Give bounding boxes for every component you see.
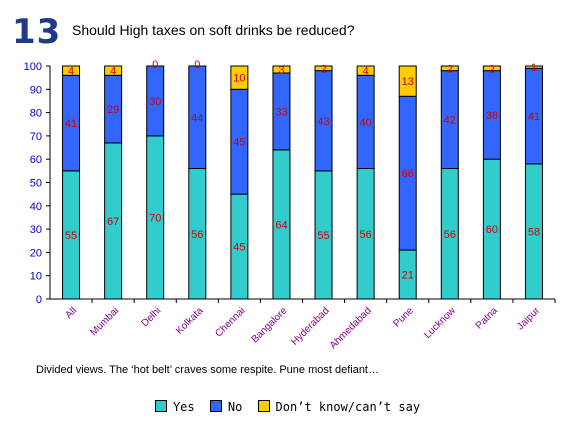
bar-value-label: 64 bbox=[275, 219, 287, 231]
bar-value-label: 2 bbox=[489, 63, 495, 75]
y-tick-label: 60 bbox=[30, 154, 42, 166]
bar-segment bbox=[62, 65, 81, 76]
x-tick-label: Chennai bbox=[213, 305, 247, 339]
x-tick-label: Jaipur bbox=[515, 305, 543, 333]
chart-legend: Yes No Don’t know/can’t say bbox=[0, 399, 575, 415]
bar-value-label: 56 bbox=[191, 229, 203, 241]
bar-value-label: 2 bbox=[320, 63, 326, 75]
y-tick-label: 30 bbox=[30, 224, 42, 236]
y-tick-label: 0 bbox=[36, 294, 42, 306]
bar-value-label: 45 bbox=[233, 242, 245, 254]
y-tick-label: 40 bbox=[30, 201, 42, 213]
bar-value-label: 33 bbox=[275, 106, 287, 118]
bar-value-label: 44 bbox=[191, 112, 203, 124]
bar-value-label: 41 bbox=[65, 118, 77, 130]
bar-value-label: 4 bbox=[68, 66, 74, 78]
y-tick-label: 80 bbox=[30, 108, 42, 120]
question-number: 13 bbox=[12, 12, 62, 52]
bar-value-label: 40 bbox=[360, 117, 372, 129]
bar-value-label: 42 bbox=[444, 115, 456, 127]
bar-segment bbox=[440, 65, 459, 72]
bar-value-label: 10 bbox=[233, 73, 245, 85]
bar-segment bbox=[104, 65, 123, 76]
bar-value-label: 21 bbox=[402, 270, 414, 282]
x-tick-label: Lucknow bbox=[422, 305, 458, 341]
chart-header: 13 Should High taxes on soft drinks be r… bbox=[12, 12, 562, 52]
bar-value-label: 58 bbox=[528, 226, 540, 238]
bar-value-label: 60 bbox=[486, 224, 498, 236]
bar-value-label: 30 bbox=[149, 96, 161, 108]
bar-segment bbox=[230, 65, 249, 90]
bar-value-label: 45 bbox=[233, 137, 245, 149]
bar-value-label: 56 bbox=[444, 229, 456, 241]
legend-label-dont-know: Don’t know/can’t say bbox=[275, 400, 421, 414]
bar-segment bbox=[272, 65, 291, 74]
bar-value-label: 38 bbox=[486, 110, 498, 122]
legend-item-no: No bbox=[209, 399, 243, 415]
bar-segment bbox=[482, 65, 501, 72]
bar-segment bbox=[314, 65, 333, 72]
bar-value-label: 41 bbox=[528, 111, 540, 123]
bar-value-label: 66 bbox=[402, 168, 414, 180]
bar-value-label: 3 bbox=[278, 64, 284, 76]
legend-swatch-yes bbox=[154, 400, 167, 412]
y-tick-label: 10 bbox=[30, 271, 42, 283]
bar-segment bbox=[146, 65, 165, 137]
y-tick-label: 90 bbox=[30, 84, 42, 96]
bar-segment bbox=[188, 65, 207, 170]
bar-value-label: 55 bbox=[65, 230, 77, 242]
bar-value-label: 70 bbox=[149, 212, 161, 224]
x-tick-label: Kolkata bbox=[174, 305, 206, 337]
x-tick-label: Hyderabad bbox=[289, 305, 331, 347]
legend-swatch-no bbox=[209, 400, 222, 412]
legend-label-no: No bbox=[227, 400, 243, 414]
x-tick-label: Bangalore bbox=[250, 305, 290, 345]
bar-value-label: 2 bbox=[447, 63, 453, 75]
chart-title: Should High taxes on soft drinks be redu… bbox=[72, 22, 355, 38]
bar-value-label: 0 bbox=[152, 59, 158, 71]
legend-item-yes: Yes bbox=[154, 399, 195, 415]
x-tick-label: Ahmedabad bbox=[328, 305, 374, 351]
x-tick-label: Pune bbox=[392, 305, 417, 330]
y-tick-label: 70 bbox=[30, 131, 42, 143]
legend-label-yes: Yes bbox=[172, 400, 195, 414]
y-tick-label: 50 bbox=[30, 178, 42, 190]
y-tick-label: 20 bbox=[30, 247, 42, 259]
chart-caption: Divided views. The ‘hot belt’ craves som… bbox=[36, 364, 379, 376]
bar-value-label: 29 bbox=[107, 104, 119, 116]
bar-segment bbox=[524, 65, 543, 69]
x-tick-label: Delhi bbox=[139, 305, 163, 329]
x-tick-label: Patna bbox=[474, 305, 501, 332]
bar-value-label: 67 bbox=[107, 216, 119, 228]
bar-segment bbox=[356, 65, 375, 76]
bar-value-label: 1 bbox=[531, 62, 537, 74]
bar-value-label: 55 bbox=[317, 230, 329, 242]
legend-item-dont-know: Don’t know/can’t say bbox=[257, 399, 421, 415]
bar-value-label: 56 bbox=[360, 229, 372, 241]
legend-swatch-dont-know bbox=[257, 400, 270, 412]
bar-value-label: 13 bbox=[402, 76, 414, 88]
bar-value-label: 0 bbox=[194, 59, 200, 71]
bar-value-label: 43 bbox=[317, 116, 329, 128]
bar-value-label: 4 bbox=[363, 66, 369, 78]
bar-segment bbox=[398, 65, 417, 97]
x-tick-label: All bbox=[64, 305, 80, 321]
bar-value-label: 4 bbox=[110, 66, 116, 78]
y-tick-label: 100 bbox=[24, 61, 42, 73]
x-tick-label: Mumbai bbox=[88, 305, 121, 338]
